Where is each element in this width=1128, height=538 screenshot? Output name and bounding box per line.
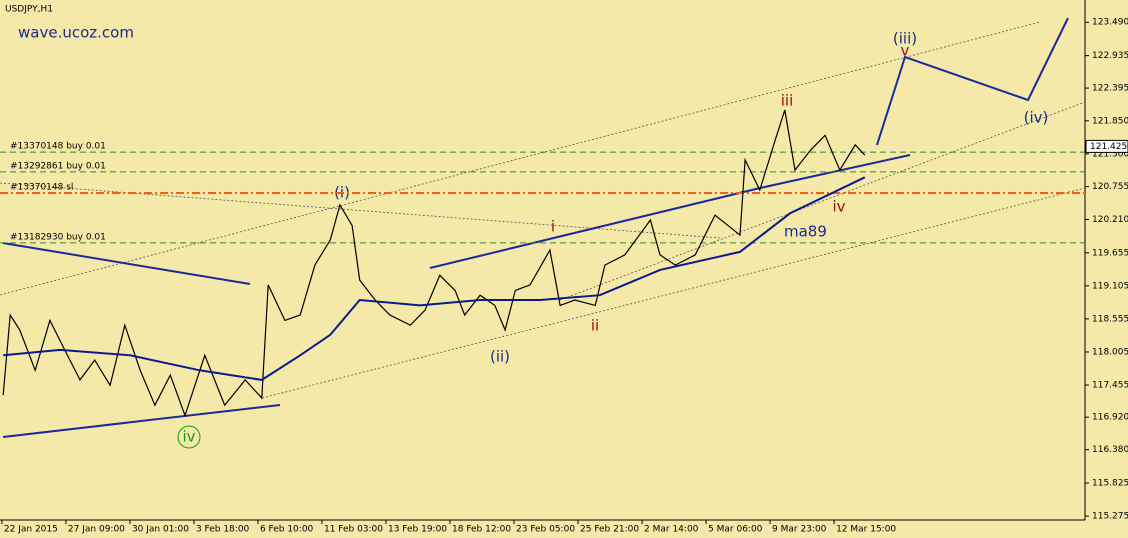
order-label: #13370148 sl bbox=[10, 182, 73, 192]
y-tick-label: 118.555 bbox=[1092, 314, 1128, 324]
x-tick-label: 5 Mar 06:00 bbox=[708, 525, 763, 535]
y-tick-label: 120.210 bbox=[1092, 215, 1128, 225]
y-tick-label: 121.300 bbox=[1092, 149, 1128, 159]
y-tick-label: 117.455 bbox=[1092, 381, 1128, 391]
y-tick-label: 121.850 bbox=[1092, 116, 1128, 126]
series-line bbox=[3, 176, 866, 381]
wave-label: v bbox=[901, 42, 910, 60]
x-tick-label: 2 Mar 14:00 bbox=[644, 525, 699, 535]
ma-label: ma89 bbox=[784, 223, 827, 241]
y-tick-label: 123.490 bbox=[1092, 18, 1128, 28]
y-tick-label: 122.935 bbox=[1092, 51, 1128, 61]
y-tick-label: 115.275 bbox=[1092, 512, 1128, 522]
y-tick-label: 119.655 bbox=[1092, 248, 1128, 258]
x-tick-label: 23 Feb 05:00 bbox=[516, 525, 575, 535]
last-price-label: 121.425 bbox=[1090, 142, 1127, 152]
x-tick-label: 9 Mar 23:00 bbox=[772, 525, 827, 535]
order-label: #13370148 buy 0.01 bbox=[10, 142, 106, 152]
x-tick-label: 12 Mar 15:00 bbox=[836, 525, 896, 535]
x-tick-label: 6 Feb 10:00 bbox=[260, 525, 314, 535]
y-tick-label: 122.395 bbox=[1092, 84, 1128, 94]
wave-label: (iii) bbox=[893, 30, 917, 48]
order-label: #13292861 buy 0.01 bbox=[10, 161, 106, 171]
symbol-label: USDJPY,H1 bbox=[5, 5, 53, 15]
x-tick-label: 22 Jan 2015 bbox=[4, 525, 58, 535]
order-label: #13182930 buy 0.01 bbox=[10, 232, 106, 242]
wave-label: (iv) bbox=[1024, 109, 1049, 127]
y-tick-label: 118.005 bbox=[1092, 347, 1128, 357]
last-price-box bbox=[1085, 139, 1128, 153]
wave-circle bbox=[177, 425, 201, 449]
y-tick-label: 116.380 bbox=[1092, 445, 1128, 455]
wave-label: (ii) bbox=[490, 348, 510, 366]
x-tick-label: 11 Feb 03:00 bbox=[324, 525, 383, 535]
x-tick-label: 30 Jan 01:00 bbox=[132, 525, 189, 535]
x-tick-label: 3 Feb 18:00 bbox=[196, 525, 250, 535]
wave-label: ii bbox=[591, 317, 599, 335]
wave-label: i bbox=[551, 218, 555, 236]
y-tick-label: 119.105 bbox=[1092, 281, 1128, 291]
watermark: wave.ucoz.com bbox=[18, 24, 134, 42]
y-tick-label: 115.825 bbox=[1092, 479, 1128, 489]
y-tick-label: 120.755 bbox=[1092, 182, 1128, 192]
wave-label: iv bbox=[832, 198, 845, 216]
wave-label: iv bbox=[182, 428, 195, 446]
wave-label: iii bbox=[781, 92, 794, 110]
y-tick-label: 116.920 bbox=[1092, 413, 1128, 423]
x-tick-label: 25 Feb 21:00 bbox=[580, 525, 639, 535]
x-tick-label: 27 Jan 09:00 bbox=[68, 525, 125, 535]
series-line bbox=[2, 109, 866, 418]
x-tick-label: 18 Feb 12:00 bbox=[452, 525, 511, 535]
x-tick-label: 13 Feb 19:00 bbox=[388, 525, 447, 535]
